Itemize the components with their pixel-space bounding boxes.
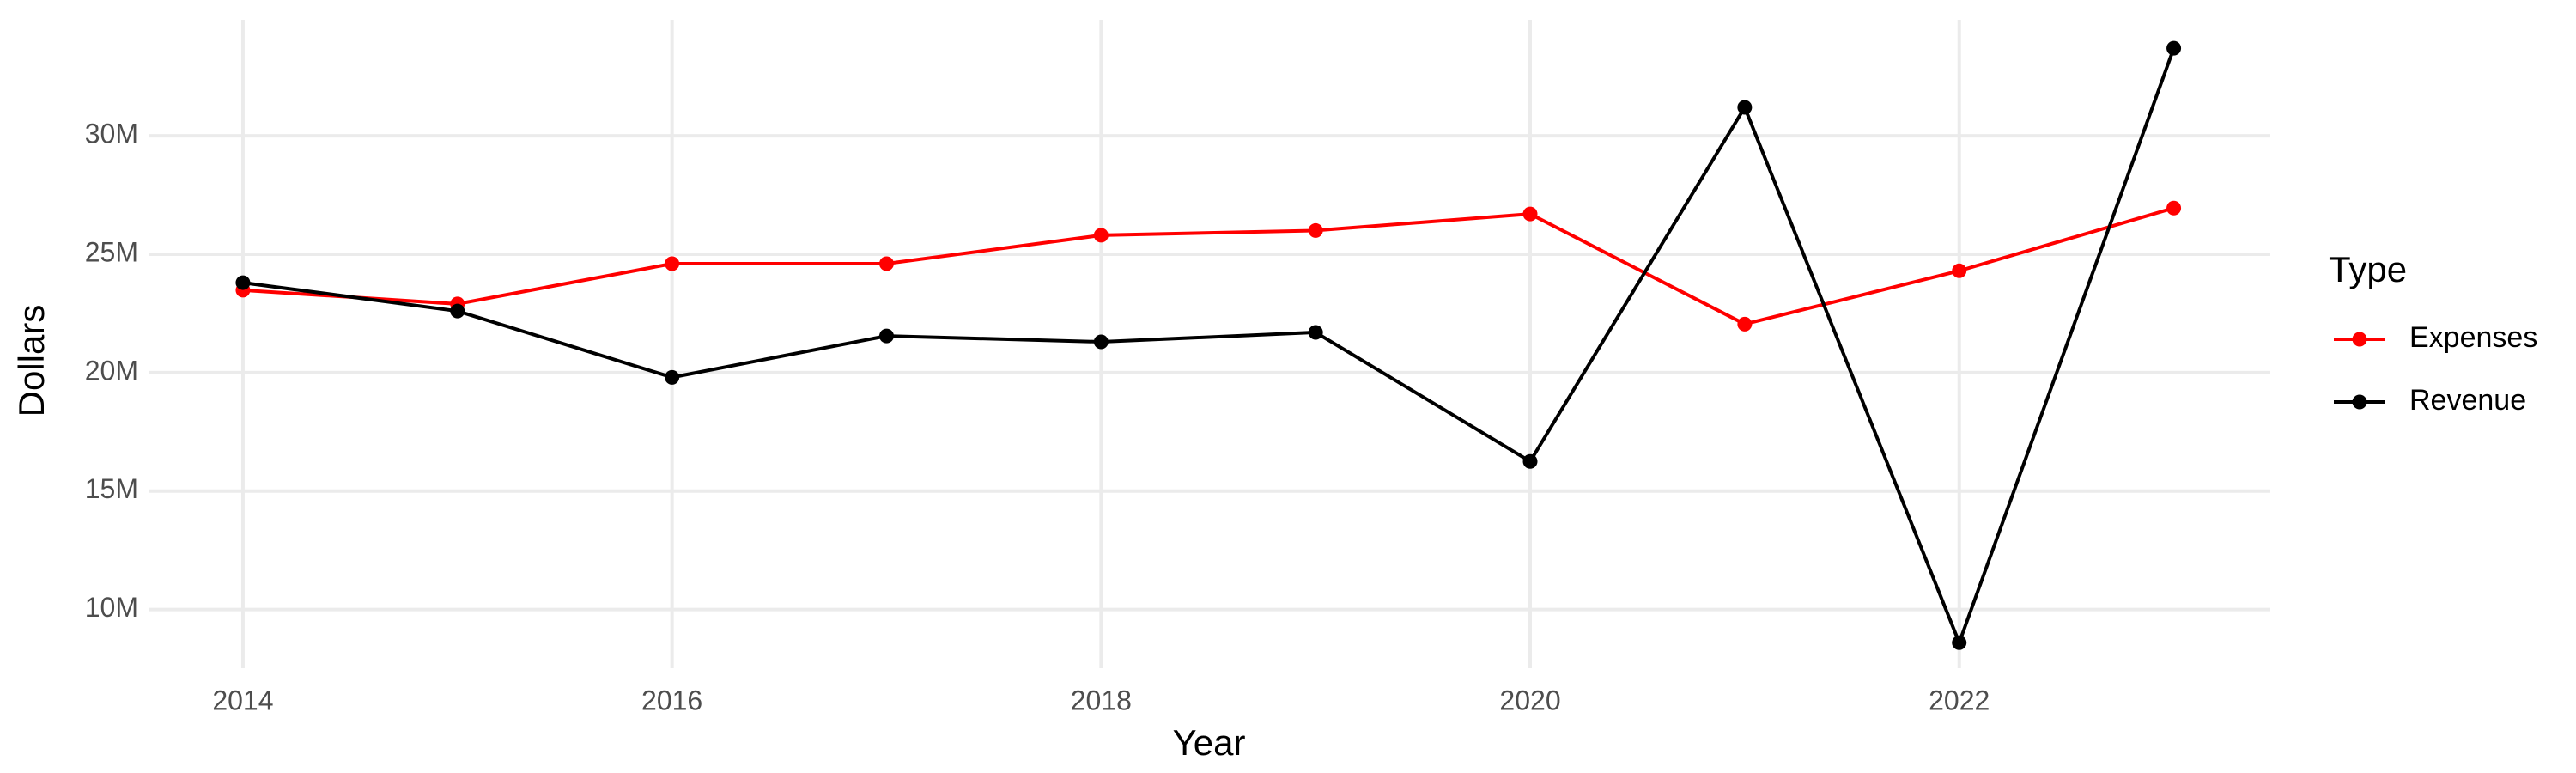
x-tick-label: 2016 — [641, 685, 702, 715]
y-tick-label: 20M — [85, 355, 138, 386]
legend-key-point — [2352, 332, 2367, 347]
y-tick-label: 15M — [85, 473, 138, 504]
data-point — [1952, 263, 1967, 278]
y-tick-label: 10M — [85, 592, 138, 623]
series-line — [242, 206, 2175, 326]
x-tick-label: 2022 — [1929, 685, 1990, 715]
data-point — [1952, 635, 1967, 650]
data-point — [1737, 316, 1753, 332]
legend-key-point — [2352, 394, 2367, 410]
data-point — [665, 369, 680, 385]
legend-title: Type — [2329, 249, 2407, 289]
data-point — [1093, 334, 1109, 350]
data-point — [1308, 325, 1323, 340]
data-point — [2166, 200, 2182, 216]
legend-label: Revenue — [2409, 384, 2526, 417]
x-axis-title: Year — [1173, 722, 1246, 763]
data-point — [878, 256, 894, 271]
data-point — [1522, 206, 1538, 222]
data-point — [665, 256, 680, 271]
data-point — [1093, 228, 1109, 243]
y-tick-label: 30M — [85, 119, 138, 149]
legend-label: Expenses — [2409, 321, 2537, 354]
data-point — [878, 328, 894, 344]
data-point — [2166, 40, 2182, 56]
y-axis-title: Dollars — [11, 305, 52, 417]
data-point — [1737, 100, 1753, 115]
data-point — [235, 275, 251, 290]
y-tick-label: 25M — [85, 236, 138, 267]
x-tick-label: 2018 — [1071, 685, 1132, 715]
series-line — [242, 47, 2176, 648]
data-point — [450, 303, 465, 319]
x-tick-label: 2014 — [212, 685, 273, 715]
x-tick-label: 2020 — [1499, 685, 1560, 715]
data-point — [1308, 222, 1323, 238]
grid — [149, 20, 2270, 668]
data-point — [1522, 453, 1538, 469]
